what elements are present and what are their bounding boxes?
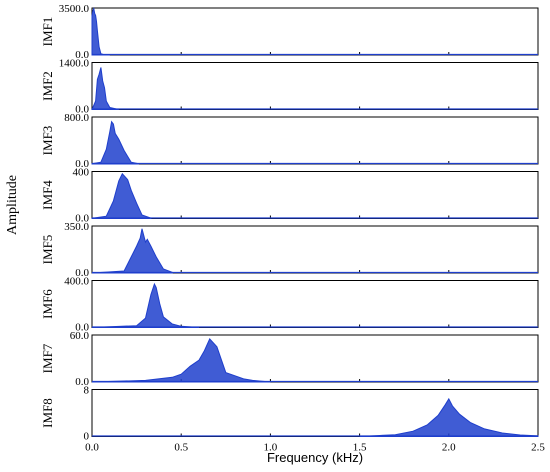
x-tick-label: 0.0	[85, 442, 99, 454]
series-imf6	[91, 282, 200, 328]
panel-imf7: 0.0 60.0 IMF7	[40, 330, 539, 388]
panel-label-imf8: IMF8	[40, 398, 55, 428]
panel-label-imf7: IMF7	[40, 343, 55, 373]
y-tick-label-max: 400.0	[64, 276, 89, 288]
y-tick-label-min: 0	[84, 431, 90, 443]
panel-frame	[91, 7, 539, 56]
series-imf2	[91, 67, 119, 110]
y-tick-label-min: 0.0	[75, 49, 89, 61]
y-tick-label-max: 8	[84, 385, 90, 397]
x-tick-label: 2.0	[442, 442, 456, 454]
y-tick-label-min: 0.0	[75, 104, 89, 116]
panel-imf1: 0.0 3500.0 IMF1	[40, 3, 539, 61]
panel-imf3: 0.0 800.0 IMF3	[40, 112, 539, 170]
y-tick-label-max: 400	[73, 167, 90, 179]
panel-imf8: 0 8 IMF8	[40, 385, 539, 443]
panels-group: 0.03500.0IMF10.01400.0IMF20.0800.0IMF30.…	[40, 3, 539, 443]
series-imf1	[91, 7, 110, 56]
panel-frame	[91, 116, 539, 165]
y-tick-label-min: 0.0	[75, 267, 89, 279]
x-tick-label: 0.5	[174, 442, 188, 454]
series-imf5	[91, 228, 173, 274]
panel-frame	[91, 334, 539, 383]
panel-label-imf4: IMF4	[40, 180, 55, 210]
y-tick-label-max: 800.0	[64, 112, 89, 124]
panel-imf6: 0.0 400.0 IMF6	[40, 276, 539, 334]
series-imf7	[91, 337, 271, 383]
panel-label-imf1: IMF1	[40, 17, 55, 47]
x-axis-label: Frequency (kHz)	[267, 450, 363, 465]
y-tick-label-min: 0.0	[75, 322, 89, 334]
panel-imf4: 0.0 400 IMF4	[40, 167, 539, 225]
y-tick-label-max: 3500.0	[59, 3, 90, 15]
series-imf4	[91, 172, 152, 219]
series-imf3	[91, 120, 139, 165]
series-imf8	[359, 397, 539, 437]
panel-label-imf2: IMF2	[40, 71, 55, 101]
x-tick-label: 1.0	[264, 442, 278, 454]
panel-imf5: 0.0 350.0 IMF5	[40, 221, 539, 279]
y-axis-label: Amplitude	[5, 175, 20, 235]
panel-label-imf6: IMF6	[40, 289, 55, 319]
x-tick-label: 2.5	[531, 442, 545, 454]
panel-frame	[91, 171, 539, 219]
panel-imf2: 0.0 1400.0 IMF2	[40, 58, 539, 116]
y-tick-label-max: 1400.0	[59, 58, 90, 70]
y-tick-label-max: 350.0	[64, 221, 89, 233]
panel-label-imf5: IMF5	[40, 235, 55, 265]
y-tick-label-max: 60.0	[70, 330, 90, 342]
y-tick-label-min: 0.0	[75, 158, 89, 170]
x-axis: 0.0 0.5 1.0 1.5 2.0 2.5	[85, 442, 545, 454]
panel-frame	[91, 62, 539, 110]
y-tick-label-min: 0.0	[75, 376, 89, 388]
y-tick-label-min: 0.0	[75, 213, 89, 225]
panel-label-imf3: IMF3	[40, 126, 55, 156]
x-tick-label: 1.5	[353, 442, 367, 454]
